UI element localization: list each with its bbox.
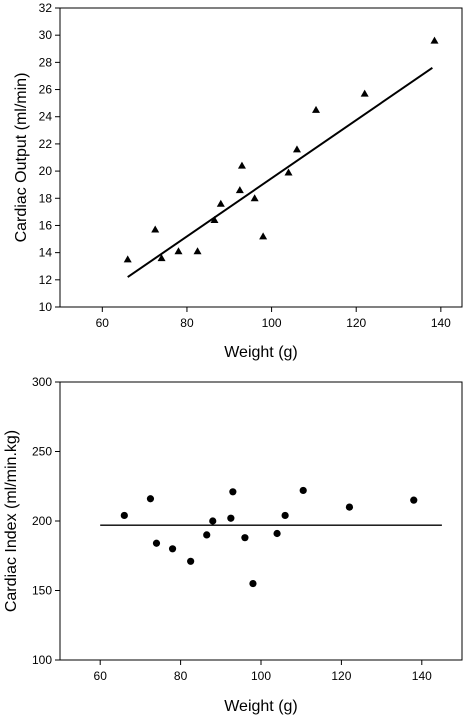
y-tick-label: 250 xyxy=(32,445,52,459)
data-point xyxy=(168,545,177,553)
y-tick-label: 32 xyxy=(39,1,53,15)
x-tick-label: 80 xyxy=(180,316,194,330)
x-tick-label: 60 xyxy=(96,316,110,330)
data-point xyxy=(345,503,354,511)
data-point xyxy=(152,539,161,547)
x-tick-label: 100 xyxy=(251,669,271,683)
y-tick-label: 300 xyxy=(32,375,52,389)
y-tick-label: 14 xyxy=(39,246,53,260)
x-tick-label: 120 xyxy=(346,316,366,330)
y-tick-label: 22 xyxy=(39,137,53,151)
data-point xyxy=(209,517,217,525)
y-tick-label: 20 xyxy=(39,164,53,178)
x-tick-label: 100 xyxy=(262,316,282,330)
x-tick-label: 80 xyxy=(174,669,188,683)
x-tick-label: 140 xyxy=(431,316,451,330)
data-point xyxy=(229,488,237,496)
data-point xyxy=(174,247,183,255)
data-point xyxy=(299,486,307,495)
data-point xyxy=(157,254,166,262)
data-point xyxy=(235,186,244,194)
data-point xyxy=(249,579,257,588)
data-point xyxy=(250,194,259,202)
data-point xyxy=(284,168,293,176)
data-point xyxy=(203,531,211,539)
fit-line xyxy=(127,66,433,278)
data-point xyxy=(259,232,268,240)
y-tick-label: 100 xyxy=(32,653,52,667)
x-axis-title: Weight (g) xyxy=(224,698,298,715)
y-tick-label: 200 xyxy=(32,514,52,528)
data-point xyxy=(237,161,246,169)
y-tick-label: 26 xyxy=(39,83,53,97)
y-tick-label: 24 xyxy=(39,110,53,124)
y-tick-label: 16 xyxy=(39,218,53,232)
data-point xyxy=(151,225,160,233)
x-tick-label: 120 xyxy=(331,669,351,683)
x-tick-label: 60 xyxy=(94,669,108,683)
y-axis-title: Cardiac Index (ml/min.kg) xyxy=(3,430,20,612)
plot-frame xyxy=(59,381,463,661)
cardiac-index-chart: 60 80 100 120 140 100 150 200 250 300 Weight (g) Ca… xyxy=(3,375,463,715)
data-point xyxy=(360,89,369,97)
y-tick-label: 28 xyxy=(39,55,53,69)
y-axis-title: Cardiac Output (ml/min) xyxy=(13,73,30,243)
data-point xyxy=(210,216,219,224)
x-axis-title: Weight (g) xyxy=(224,344,298,361)
data-point xyxy=(430,36,439,44)
data-point xyxy=(216,199,225,207)
y-tick-label: 150 xyxy=(32,584,52,598)
plot-frame xyxy=(59,7,463,308)
data-point xyxy=(227,514,235,522)
data-point xyxy=(281,511,289,520)
data-point xyxy=(410,496,418,504)
data-point xyxy=(187,557,195,565)
cardiac-output-chart: 60 80 100 120 140 10 12 14 16 18 20 22 24 26 28 30 32 Wei… xyxy=(13,1,463,361)
data-point xyxy=(292,145,301,153)
data-point xyxy=(193,247,202,255)
data-point xyxy=(146,495,155,503)
data-point xyxy=(241,534,249,542)
y-tick-label: 30 xyxy=(39,28,53,42)
data-point xyxy=(120,511,128,520)
y-tick-label: 10 xyxy=(39,300,53,314)
data-point xyxy=(312,105,321,113)
x-tick-label: 140 xyxy=(412,669,432,683)
data-point xyxy=(123,255,132,263)
data-point xyxy=(273,529,281,538)
y-tick-label: 18 xyxy=(39,191,53,205)
y-tick-label: 12 xyxy=(39,273,53,287)
